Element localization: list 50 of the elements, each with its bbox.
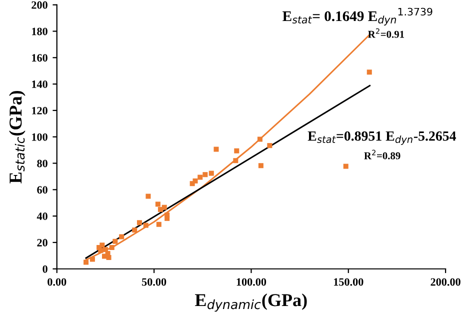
y-axis-title: E$_{static}$(GPa) [9, 90, 26, 184]
point [257, 136, 262, 142]
point [214, 146, 219, 152]
x-tick-label: 100.00 [236, 278, 266, 286]
point [234, 148, 240, 154]
point [98, 248, 104, 253]
point [162, 204, 167, 210]
point [156, 222, 162, 227]
annotation: E$_{stat}$=0.8951 E$_{dyn}$-5.2654 [308, 131, 456, 145]
y-tick-label: 20 [37, 238, 48, 246]
annotation: E$_{stat}$= 0.1649 E$_{dyn}$$^{1.3739}$ [282, 8, 432, 26]
y-tick-label: 40 [36, 212, 48, 220]
point [100, 242, 105, 248]
y-tick-label: 160 [32, 54, 48, 62]
point [198, 174, 203, 180]
point [102, 246, 108, 252]
point [155, 202, 160, 207]
point [164, 216, 170, 221]
point [136, 220, 142, 226]
x-tick-label: 0.00 [48, 278, 66, 286]
point [233, 158, 238, 164]
y-tick-label: 60 [37, 186, 48, 194]
point [109, 244, 114, 250]
y-tick-label: 120 [32, 106, 48, 114]
y-tick-label: 180 [32, 28, 48, 36]
point [112, 238, 118, 244]
point [267, 143, 272, 148]
x-axis-title: E$_{dynamic}$(GPa) [195, 294, 307, 312]
point [90, 256, 95, 262]
y-tick-label: 100 [32, 133, 48, 141]
y-tick-label: 80 [37, 160, 48, 168]
point [343, 164, 348, 169]
point [84, 260, 89, 265]
x-tick-label: 200.00 [430, 278, 460, 286]
point [258, 163, 264, 168]
point [119, 234, 124, 240]
point [208, 170, 214, 176]
annotation: R$^{2}$=0.89 [364, 150, 400, 160]
point [132, 228, 138, 233]
y-tick-label: 140 [32, 80, 48, 88]
point [146, 194, 151, 199]
y-tick-label: 0 [42, 265, 48, 273]
point [202, 172, 208, 178]
point [366, 70, 372, 75]
annotation: R$^{2}$=0.91 [368, 28, 404, 38]
x-tick-label: 50.00 [142, 278, 166, 286]
y-tick-label: 200 [32, 1, 48, 9]
point [192, 178, 198, 184]
point [143, 222, 148, 228]
x-tick-label: 150.00 [334, 278, 364, 286]
